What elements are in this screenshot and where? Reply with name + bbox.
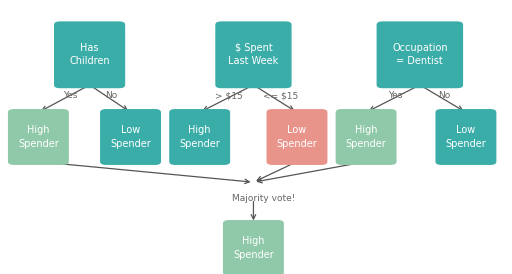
Text: Yes: Yes — [388, 92, 402, 100]
Text: $ Spent
Last Week: $ Spent Last Week — [228, 43, 279, 66]
FancyBboxPatch shape — [336, 109, 396, 165]
FancyBboxPatch shape — [266, 109, 328, 165]
FancyBboxPatch shape — [169, 109, 230, 165]
FancyBboxPatch shape — [54, 21, 125, 88]
Text: Low
Spender: Low Spender — [276, 125, 317, 149]
FancyBboxPatch shape — [8, 109, 69, 165]
Text: Occupation
= Dentist: Occupation = Dentist — [392, 43, 447, 66]
Text: Has
Children: Has Children — [69, 43, 110, 66]
Text: Majority vote!: Majority vote! — [232, 194, 295, 203]
FancyBboxPatch shape — [100, 109, 161, 165]
Text: <= $15: <= $15 — [263, 92, 298, 100]
Text: High
Spender: High Spender — [18, 125, 59, 149]
Text: No: No — [438, 92, 451, 100]
Text: Low
Spender: Low Spender — [110, 125, 151, 149]
Text: > $15: > $15 — [215, 92, 243, 100]
Text: High
Spender: High Spender — [179, 125, 220, 149]
FancyBboxPatch shape — [223, 220, 284, 274]
Text: High
Spender: High Spender — [233, 236, 274, 259]
Text: Low
Spender: Low Spender — [445, 125, 486, 149]
FancyBboxPatch shape — [376, 21, 463, 88]
Text: Yes: Yes — [63, 92, 77, 100]
FancyBboxPatch shape — [215, 21, 292, 88]
Text: High
Spender: High Spender — [346, 125, 387, 149]
FancyBboxPatch shape — [435, 109, 497, 165]
Text: No: No — [105, 92, 117, 100]
